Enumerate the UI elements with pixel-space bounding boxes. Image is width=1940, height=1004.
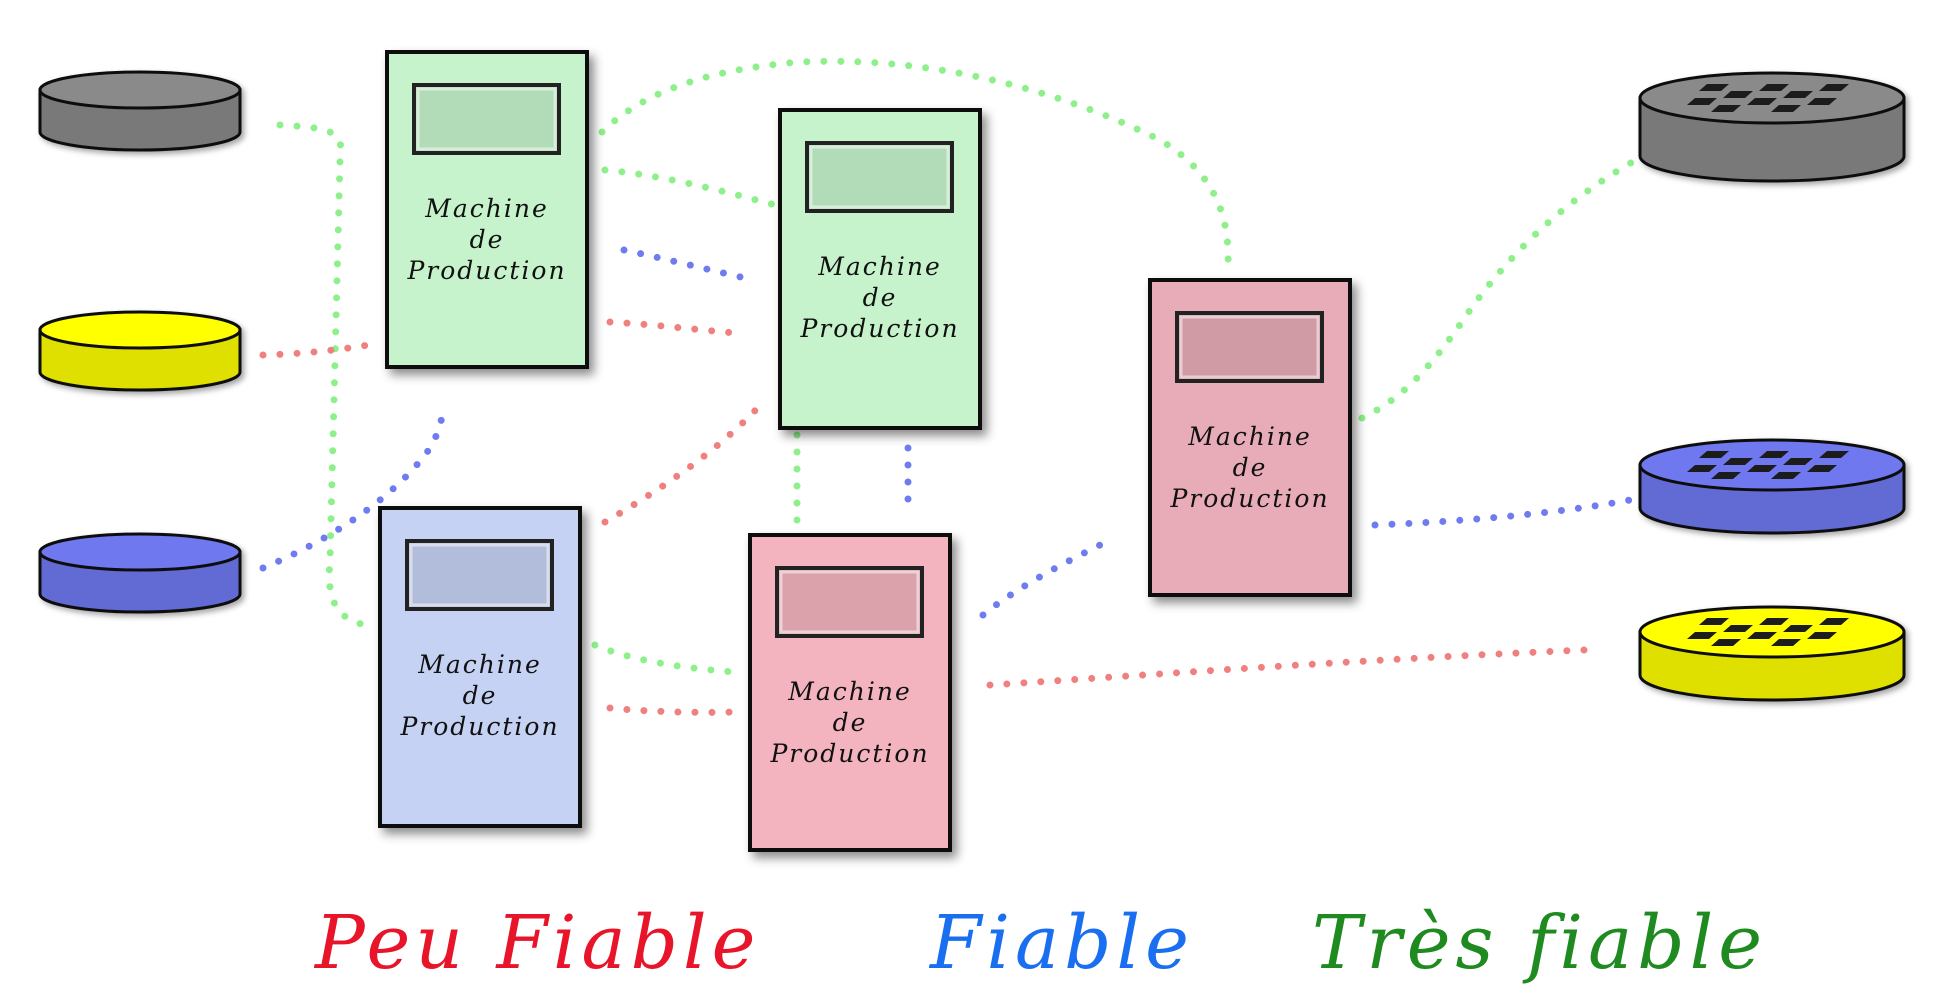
legend-peu-fiable: Peu Fiable [313,900,760,986]
machine-label-line: de [1233,453,1268,482]
machine-label-line: de [470,225,505,254]
link-red-m4-m2 [601,396,769,526]
legend-tres-fiable: Très fiable [1312,900,1767,986]
machine-label-line: Machine [787,677,912,706]
link-blue-m5-m3 [979,536,1114,619]
link-blue-disk-blue [259,401,448,572]
link-red-m4-m5 [606,704,739,716]
disk-gray-disk-icon [38,70,242,152]
disk-blue-disk-icon [38,532,242,614]
machine-label-line: Production [406,256,566,285]
link-green-m1-m3 [598,57,1232,269]
link-green-m1-m2 [601,166,779,209]
machine-screen-icon [1175,311,1324,383]
machine-label-line: Production [769,739,929,768]
disk-gray-raid-disk-icon [1638,71,1906,183]
link-red-disk-yellow [259,341,372,359]
raid-pattern [1687,618,1849,646]
disk-yellow-raid-disk-icon [1638,605,1906,702]
disk-blue-raid-disk-icon [1638,438,1906,535]
machine-label-line: Machine [1187,422,1312,451]
machine-label-line: Machine [417,650,542,679]
machine-label-line: de [863,283,898,312]
link-blue-group [259,246,1634,619]
link-green-group [276,57,1649,676]
machine-screen-icon [775,566,924,638]
disk-yellow-disk-icon [38,310,242,392]
raid-pattern [1687,84,1849,112]
machine-label-line: Machine [424,194,549,223]
machine-label-line: Machine [817,252,942,281]
machine-screen-icon [405,539,554,611]
machine-screen-icon [412,83,561,155]
machine-label-line: Production [399,712,559,741]
link-green-gray-disk [276,121,369,629]
legend: Peu Fiable Fiable Très fiable [313,900,1767,986]
machine-label-line: Production [799,314,959,343]
link-blue-m1-m2 [620,246,749,282]
link-green-m4-m5 [591,641,739,676]
legend-fiable: Fiable [928,900,1194,986]
link-green-m3-raid [1358,151,1649,422]
machine-label-line: de [463,681,498,710]
link-red-m1-m2 [606,318,739,337]
link-red-m5-raid [986,646,1589,689]
raid-pattern [1687,451,1849,479]
machine-label-line: de [833,708,868,737]
machine-screen-icon [805,141,954,213]
link-blue-m3-raid [1371,496,1634,529]
link-red-group [259,318,1589,716]
machine-label-line: Production [1169,484,1329,513]
